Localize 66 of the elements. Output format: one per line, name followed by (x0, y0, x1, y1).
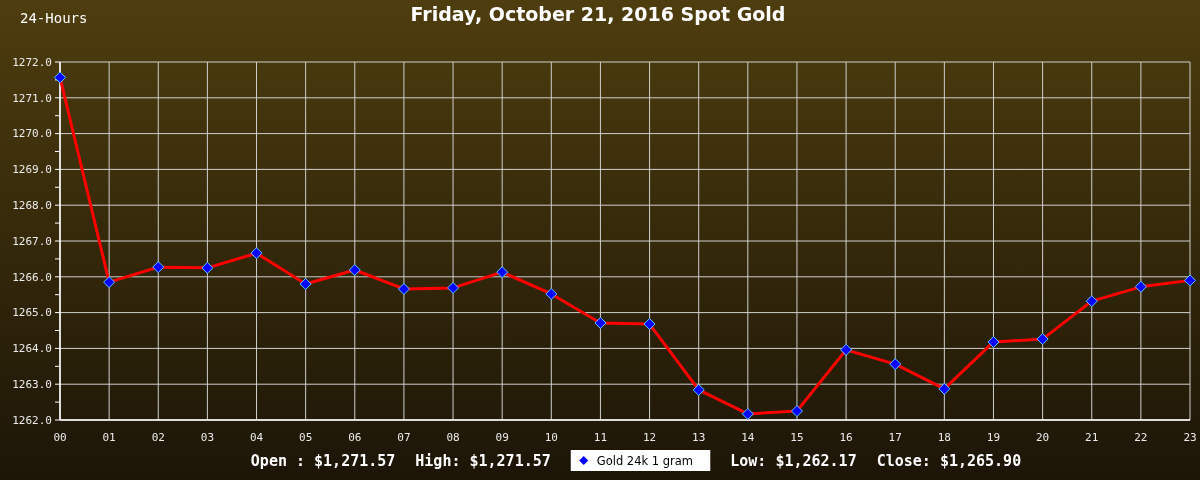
x-tick-label: 01 (102, 430, 116, 444)
y-tick-label: 1271.0 (12, 91, 52, 105)
x-tick-label: 10 (544, 430, 558, 444)
point (545, 287, 558, 300)
text: Close: $1,265.90 (876, 452, 1022, 471)
x-tick-label: 08 (446, 430, 460, 444)
text: Low: $1,262.17 (730, 452, 857, 471)
point (840, 343, 853, 356)
x-tick-label: 03 (200, 430, 215, 444)
x-tick-label: 13 (692, 430, 706, 444)
x-tick-label: 18 (937, 430, 951, 444)
point (250, 247, 263, 260)
y-tick-label: 1267.0 (12, 234, 52, 248)
text: Open : $1,271.57 (250, 452, 396, 471)
point (741, 407, 754, 420)
point (54, 71, 66, 84)
point (987, 335, 1000, 348)
x-tick-label: 14 (741, 430, 755, 444)
x-tick-label: 16 (839, 430, 853, 444)
text: High: $1,271.57 (415, 452, 551, 471)
y-tick-label: 1262.0 (12, 413, 52, 427)
point (103, 276, 116, 289)
x-tick-label: 02 (151, 430, 165, 444)
point (496, 266, 509, 279)
point (1085, 295, 1098, 308)
x-tick-label: 15 (790, 430, 804, 444)
point (938, 382, 951, 395)
point (348, 264, 361, 276)
y-tick-label: 1269.0 (12, 163, 52, 177)
x-tick-label: 11 (593, 430, 608, 444)
x-tick-label: 17 (888, 430, 902, 444)
point (1134, 280, 1147, 293)
y-tick-label: 1264.0 (12, 342, 52, 356)
y-tick-label: 1265.0 (12, 306, 52, 320)
point (201, 261, 214, 274)
x-tick-label: 05 (299, 430, 313, 444)
legend-label: Gold 24k 1 gram (596, 453, 694, 468)
point (594, 316, 607, 329)
point (1036, 333, 1049, 346)
x-tick-label: 21 (1085, 430, 1099, 444)
point (397, 282, 410, 295)
x-tick-label: 12 (642, 430, 657, 444)
y-tick-label: 1268.0 (12, 199, 52, 213)
point (643, 318, 656, 331)
y-tick-label: 1263.0 (12, 378, 52, 392)
x-tick-label: 19 (986, 430, 1001, 444)
x-tick-label: 06 (348, 430, 362, 444)
x-tick-label: 04 (249, 430, 264, 444)
y-tick-label: 1272.0 (12, 55, 52, 69)
point (692, 383, 705, 396)
point (1184, 274, 1196, 287)
point (790, 405, 803, 418)
y-tick-label: 1266.0 (12, 270, 52, 284)
point (299, 277, 312, 290)
y-tick-label: 1270.0 (12, 127, 52, 141)
point (447, 281, 460, 294)
chart-subtitle: 24-Hours (20, 10, 88, 26)
x-tick-label: 07 (397, 430, 411, 444)
point (152, 261, 165, 274)
x-tick-label: 00 (53, 430, 67, 444)
chart-title: Friday, October 21, 2016 Spot Gold (410, 3, 786, 25)
x-tick-label: 20 (1035, 430, 1050, 444)
x-tick-label: 22 (1134, 430, 1148, 444)
x-tick-label: 09 (495, 430, 509, 444)
point (889, 358, 902, 371)
x-tick-label: 23 (1183, 430, 1197, 444)
